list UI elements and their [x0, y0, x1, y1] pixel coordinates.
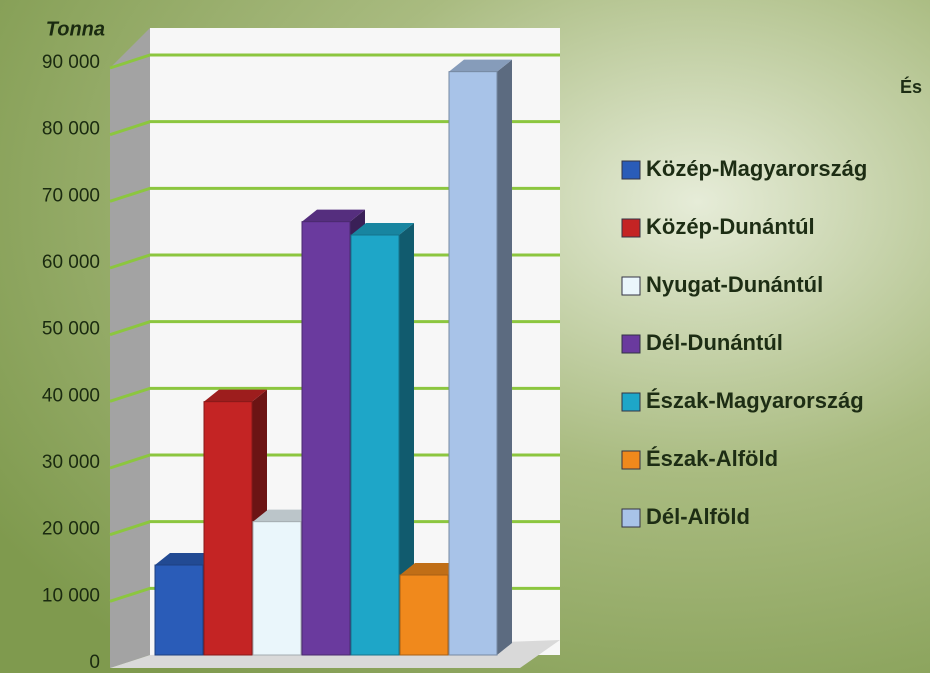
y-tick-label: 90 000 — [42, 52, 100, 73]
bar-side — [497, 60, 512, 655]
legend-label: Dél-Dunántúl — [646, 330, 783, 355]
bar-front — [351, 235, 399, 655]
bar-front — [449, 72, 497, 655]
legend-swatch — [622, 335, 640, 353]
y-tick-label: 70 000 — [42, 185, 100, 206]
legend-swatch — [622, 161, 640, 179]
annotation: És — [900, 76, 922, 97]
y-tick-label: 20 000 — [42, 519, 100, 540]
y-tick-label: 0 — [89, 652, 100, 673]
legend-label: Közép-Magyarország — [646, 156, 867, 181]
legend-swatch — [622, 277, 640, 295]
bar-front — [155, 565, 203, 655]
y-tick-label: 10 000 — [42, 585, 100, 606]
legend-label: Észak-Magyarország — [646, 388, 864, 413]
legend-label: Közép-Dunántúl — [646, 214, 815, 239]
legend-swatch — [622, 509, 640, 527]
legend-label: Nyugat-Dunántúl — [646, 272, 823, 297]
y-tick-label: 30 000 — [42, 452, 100, 473]
y-tick-label: 40 000 — [42, 385, 100, 406]
y-tick-label: 50 000 — [42, 319, 100, 340]
y-tick-label: 60 000 — [42, 252, 100, 273]
chart: Tonna És 0 10 000 20 000 30 000 40 000 50 000… — [0, 0, 930, 673]
legend-label: Észak-Alföld — [646, 446, 778, 471]
legend-label: Dél-Alföld — [646, 504, 750, 529]
y-axis-label: Tonna — [46, 18, 105, 40]
bar — [449, 60, 512, 655]
bar-front — [204, 402, 252, 655]
legend-swatch — [622, 451, 640, 469]
legend-swatch — [622, 219, 640, 237]
legend-swatch — [622, 393, 640, 411]
bar-front — [400, 575, 448, 655]
y-tick-label: 80 000 — [42, 119, 100, 140]
bar-front — [302, 222, 350, 655]
bar-front — [253, 522, 301, 655]
